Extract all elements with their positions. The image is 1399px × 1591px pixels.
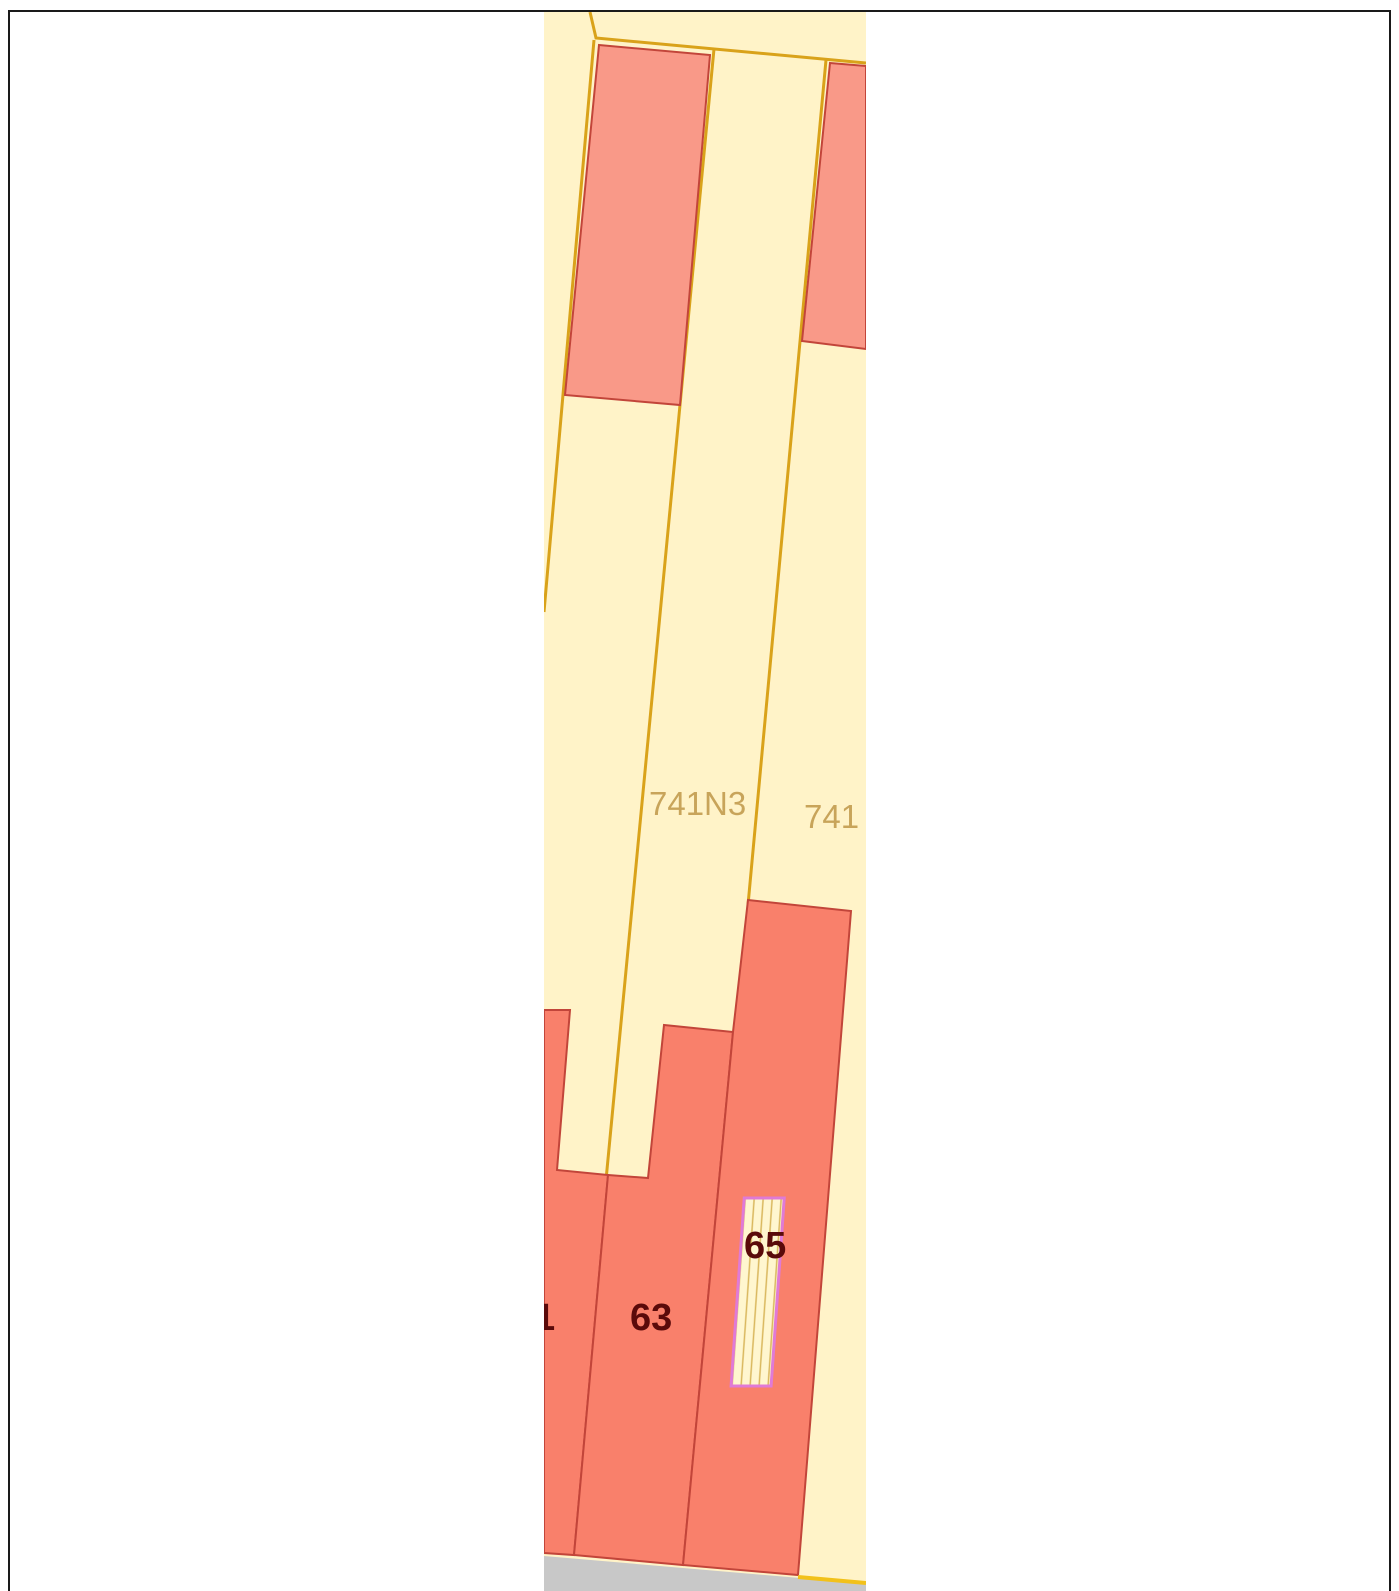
parcel-boundary-left	[544, 39, 596, 613]
parcel-boundary-middle-2	[746, 59, 828, 906]
hatched-area[interactable]	[729, 1196, 786, 1388]
building-upper-right[interactable]	[800, 61, 866, 351]
parcel-boundary-middle-1	[604, 48, 716, 1181]
road-edge	[797, 1575, 866, 1585]
house-number-65: 65	[744, 1225, 786, 1267]
road	[544, 1556, 866, 1591]
building-upper-left[interactable]	[563, 43, 712, 407]
parcel-label-741N3: 741N3	[649, 785, 746, 822]
house-number-63: 63	[630, 1297, 672, 1339]
parcel-boundary-top	[588, 12, 866, 65]
map-strip: 741N3 741 1 63 65	[534, 12, 866, 1591]
parcel-label-741-partial: 741	[804, 798, 859, 835]
house-number-partial: 1	[534, 1297, 555, 1339]
